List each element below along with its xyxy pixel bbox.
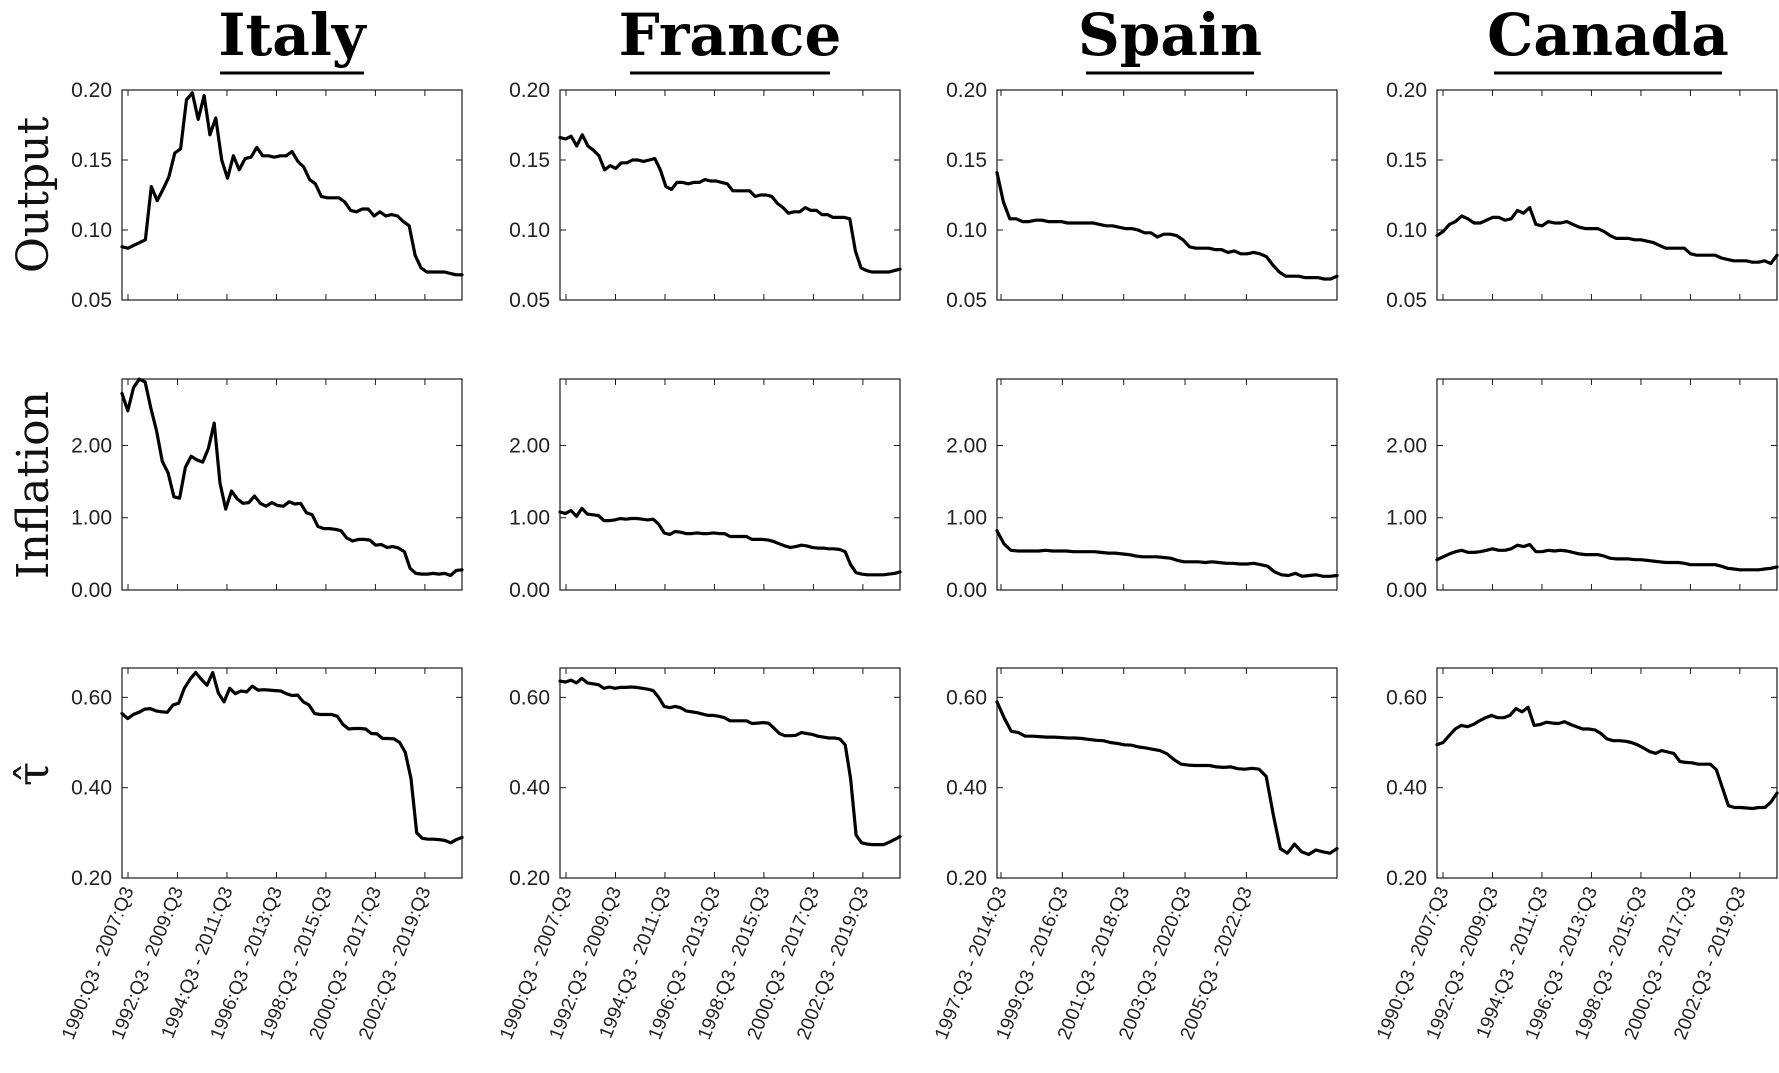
y-tick-label: 0.10 xyxy=(71,219,112,242)
y-tick-label: 0.40 xyxy=(71,777,112,800)
axes-frame xyxy=(559,89,901,301)
y-tick-label: 2.00 xyxy=(1386,434,1427,457)
y-tick-label: 0.05 xyxy=(71,289,112,312)
y-tick-label: 0.20 xyxy=(509,867,550,890)
column-title-text: Spain xyxy=(1078,1,1262,69)
y-tick-label: 0.20 xyxy=(946,867,987,890)
series-line-tau xyxy=(120,670,464,845)
axes-frame xyxy=(996,89,1338,301)
series-line-tau xyxy=(558,676,902,847)
series-line-inflation xyxy=(995,529,1339,578)
column-title-spain: Spain xyxy=(1078,1,1262,75)
series-line-output xyxy=(120,91,464,277)
series-line-inflation xyxy=(558,506,902,577)
axes-frame xyxy=(559,378,901,591)
y-tick-label: 0.15 xyxy=(71,149,112,172)
row-label-output: Output xyxy=(8,117,59,274)
y-tick-label: 0.60 xyxy=(509,686,550,709)
y-tick-label: 0.20 xyxy=(1386,79,1427,102)
y-tick-label: 0.15 xyxy=(509,149,550,172)
column-title-text: Canada xyxy=(1487,1,1729,69)
panel-italy-output: 0.05 0.10 0.15 0.20 xyxy=(71,79,464,312)
y-tick-label: 1.00 xyxy=(71,507,112,530)
series-line-tau xyxy=(995,700,1339,857)
y-tick-label: 0.40 xyxy=(1386,777,1427,800)
axes-frame xyxy=(1436,89,1778,301)
axes-frame xyxy=(121,378,463,591)
y-tick-label: 0.40 xyxy=(946,777,987,800)
axes-frame xyxy=(1436,378,1778,591)
axes-frame xyxy=(121,667,463,879)
panel-canada-inflation: 0.00 1.00 2.00 xyxy=(1386,378,1779,602)
y-tick-label: 0.20 xyxy=(71,867,112,890)
series-line-output xyxy=(558,133,902,274)
y-tick-label: 0.00 xyxy=(71,579,112,602)
y-tick-label: 0.10 xyxy=(1386,219,1427,242)
axes-frame xyxy=(996,378,1338,591)
y-tick-label: 0.15 xyxy=(1386,149,1427,172)
y-tick-label: 0.60 xyxy=(71,686,112,709)
column-title-text: Italy xyxy=(218,1,368,69)
row-label-inflation: Inflation xyxy=(8,391,59,579)
panel-spain-inflation: 0.00 1.00 2.00 xyxy=(946,378,1339,602)
y-tick-label: 0.40 xyxy=(509,777,550,800)
y-tick-label: 0.05 xyxy=(1386,289,1427,312)
panel-france-inflation: 0.00 1.00 2.00 xyxy=(509,378,902,602)
y-tick-label: 0.20 xyxy=(71,79,112,102)
y-tick-label: 0.05 xyxy=(509,289,550,312)
row-label-tau: τ̂ xyxy=(8,762,59,786)
column-title-text: France xyxy=(619,1,842,69)
series-line-inflation xyxy=(1435,542,1779,572)
y-tick-label: 0.00 xyxy=(1386,579,1427,602)
y-tick-label: 0.00 xyxy=(509,579,550,602)
axes-frame xyxy=(996,667,1338,879)
y-tick-label: 0.20 xyxy=(1386,867,1427,890)
axes-frame xyxy=(1436,667,1778,879)
axes-frame xyxy=(121,89,463,301)
y-tick-label: 0.10 xyxy=(946,219,987,242)
panel-italy-inflation: 0.00 1.00 2.00 xyxy=(71,377,464,602)
series-line-inflation xyxy=(120,377,464,578)
y-tick-label: 0.10 xyxy=(509,219,550,242)
y-tick-label: 2.00 xyxy=(946,434,987,457)
axes-frame xyxy=(559,667,901,879)
y-tick-label: 0.20 xyxy=(946,79,987,102)
series-line-output xyxy=(1435,206,1779,266)
series-line-tau xyxy=(1435,705,1779,811)
y-tick-label: 1.00 xyxy=(509,507,550,530)
y-tick-label: 1.00 xyxy=(946,507,987,530)
y-tick-label: 2.00 xyxy=(509,434,550,457)
column-title-france: France xyxy=(619,1,842,75)
y-tick-label: 2.00 xyxy=(71,434,112,457)
column-title-italy: Italy xyxy=(218,1,368,75)
y-tick-label: 0.60 xyxy=(946,686,987,709)
y-tick-label: 1.00 xyxy=(1386,507,1427,530)
y-tick-label: 0.05 xyxy=(946,289,987,312)
y-tick-label: 0.15 xyxy=(946,149,987,172)
series-line-output xyxy=(995,171,1339,281)
y-tick-label: 0.20 xyxy=(509,79,550,102)
panel-canada-output: 0.05 0.10 0.15 0.20 xyxy=(1386,79,1779,312)
panel-france-output: 0.05 0.10 0.15 0.20 xyxy=(509,79,902,312)
y-tick-label: 0.00 xyxy=(946,579,987,602)
panel-spain-output: 0.05 0.10 0.15 0.20 xyxy=(946,79,1339,312)
column-title-canada: Canada xyxy=(1487,1,1729,75)
y-tick-label: 0.60 xyxy=(1386,686,1427,709)
